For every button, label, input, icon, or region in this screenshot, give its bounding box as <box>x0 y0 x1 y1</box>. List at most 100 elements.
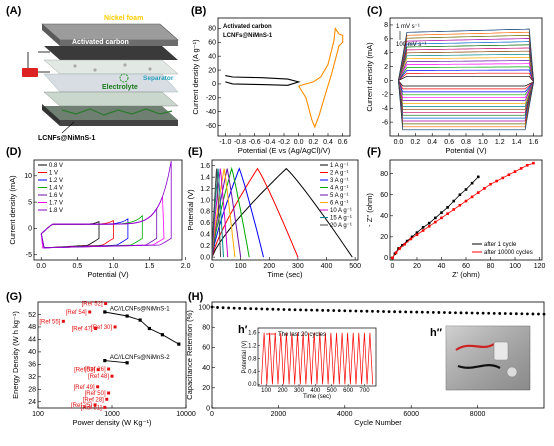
y-tick-label: 80 <box>380 171 388 178</box>
retention-point <box>277 307 280 311</box>
retention-point <box>465 311 468 315</box>
x-tick-label: 10000 <box>176 411 196 418</box>
x-tick-label: 0.2 <box>410 139 420 146</box>
nyquist-point <box>452 208 456 211</box>
annotation-slow-scan: 1 mV s⁻¹ <box>396 24 420 30</box>
x-tick-label: 1.6 <box>529 139 539 146</box>
legend-entry-2: after 10000 cycles <box>484 250 533 256</box>
x-tick-label: 0.5 <box>72 263 82 270</box>
x-tick-label: 100 <box>32 411 44 418</box>
y-tick-label: 10 <box>24 173 32 180</box>
nyquist-point <box>458 193 462 197</box>
legend-entry-6: 1.7 V <box>49 201 63 207</box>
y-tick-label: 36 <box>28 362 36 369</box>
x-axis-label: Potential (V) <box>87 270 129 279</box>
retention-point <box>282 308 286 311</box>
inset-x-tick-label: 400 <box>310 388 321 394</box>
x-tick-label: -0.2 <box>278 139 290 146</box>
retention-point <box>481 311 485 315</box>
device-schematic: Nickel foam Activated carbon Electrolyte… <box>22 15 179 142</box>
series-line-1 <box>225 75 301 86</box>
y-tick-label: 6 <box>384 36 388 43</box>
legend-entry-7: 10 A g⁻¹ <box>330 208 352 214</box>
legend-entry-6: 6 A g⁻¹ <box>330 201 349 207</box>
y-axis-label: - Z'' (ohm) <box>365 193 374 227</box>
y-tick-label: -20 <box>206 95 216 102</box>
retention-point <box>415 310 419 314</box>
x-tick-label: 0.6 <box>338 139 348 146</box>
y-tick-label: 100 <box>198 304 210 311</box>
y-tick-label: 40 <box>202 365 210 372</box>
retention-point <box>487 311 491 315</box>
panel-label-g: (G) <box>6 291 22 303</box>
reference-point <box>94 327 98 330</box>
ragone-line-2 <box>104 360 128 364</box>
x-tick-label: 0.0 <box>36 263 46 270</box>
inset-x-tick-label: 200 <box>278 388 289 394</box>
x-tick-label: 0.4 <box>323 139 333 146</box>
inset-y-tick-label: 0.8 <box>248 356 257 362</box>
y-tick-label: 28 <box>28 387 36 394</box>
gcd-curve-7 <box>211 168 229 258</box>
panel-label-c: (C) <box>367 5 383 17</box>
plot-frame <box>211 159 359 261</box>
retention-point <box>293 308 297 312</box>
cv-window-3 <box>40 218 129 249</box>
panel-label-h: (H) <box>188 291 204 303</box>
inset-chart: 100 200 300 400 500 600 700 0.0 0.4 0.8 1.2 1.6 The … <box>238 324 377 400</box>
retention-point <box>360 309 363 313</box>
y-tick-label: -5 <box>26 252 32 259</box>
retention-point <box>509 312 513 316</box>
cv-curve-13 <box>398 38 534 122</box>
y-tick-label: 60 <box>202 345 210 352</box>
y-tick-label: -40 <box>206 109 216 116</box>
inset-x-tick-label: 300 <box>294 388 305 394</box>
x-axis-label: Power density (W Kg⁻¹) <box>73 418 152 427</box>
y-tick-label: 1.6 <box>200 163 210 170</box>
x-tick-label: 0 <box>210 411 214 418</box>
y-tick-label: 20 <box>202 385 210 392</box>
y-tick-label: -6 <box>382 119 388 126</box>
x-tick-label: 120 <box>534 263 546 270</box>
label-nickel-foam: Nickel foam <box>104 15 143 22</box>
y-tick-label: 4 <box>384 50 388 57</box>
x-tick-label: 400 <box>321 263 333 270</box>
x-tick-label: 1.4 <box>512 139 522 146</box>
cv-curve-4 <box>398 66 534 96</box>
retention-point <box>238 306 242 310</box>
legend-entry-4: 4 A g⁻¹ <box>330 186 349 192</box>
panel-label-a: (A) <box>6 5 22 17</box>
y-tick-label: 2 <box>384 64 388 71</box>
y-tick-label: 40 <box>28 349 36 356</box>
x-tick-label: 0.8 <box>461 139 471 146</box>
retention-point <box>221 306 225 310</box>
reference-label: [Ref 47] <box>72 327 93 333</box>
legend-entry-3: 3 A g⁻¹ <box>330 178 349 184</box>
nyquist-point <box>470 195 474 199</box>
reference-label: [Ref 50] <box>85 391 106 397</box>
nyquist-point <box>483 187 486 190</box>
retention-point <box>542 312 546 316</box>
nyquist-point <box>507 173 511 177</box>
nyquist-point <box>495 179 498 183</box>
retention-point <box>437 311 441 314</box>
inset-legend-entry: The last 20 cycles <box>278 332 326 338</box>
plot-frame <box>33 159 183 261</box>
x-tick-label: 2000 <box>271 411 287 418</box>
chart-h: 0 2000 4000 6000 8000 0 20 40 60 80 100 Cycle Numbe… <box>185 301 546 427</box>
ragone-point <box>138 318 142 322</box>
x-tick-label: 20 <box>413 263 421 270</box>
legend-entry-5: 1.6 V <box>49 193 63 199</box>
y-tick-label: 52 <box>28 312 36 319</box>
nyquist-point <box>415 233 419 237</box>
retention-point <box>243 307 247 310</box>
x-tick-label: 1.0 <box>109 263 119 270</box>
y-tick-label: 20 <box>380 234 388 241</box>
x-axis-label: Z' (ohm) <box>452 270 480 279</box>
chart-b: -1.0 -0.8 -0.6 -0.4 -0.2 0.0 0.2 0.4 0.6 -60 -40 -2… <box>191 17 351 155</box>
y-tick-label: -4 <box>382 106 388 113</box>
retention-point <box>476 311 479 315</box>
retention-point <box>348 309 352 313</box>
x-tick-label: 100 <box>235 263 247 270</box>
y-axis-label: Current density (A g⁻¹) <box>191 39 200 115</box>
